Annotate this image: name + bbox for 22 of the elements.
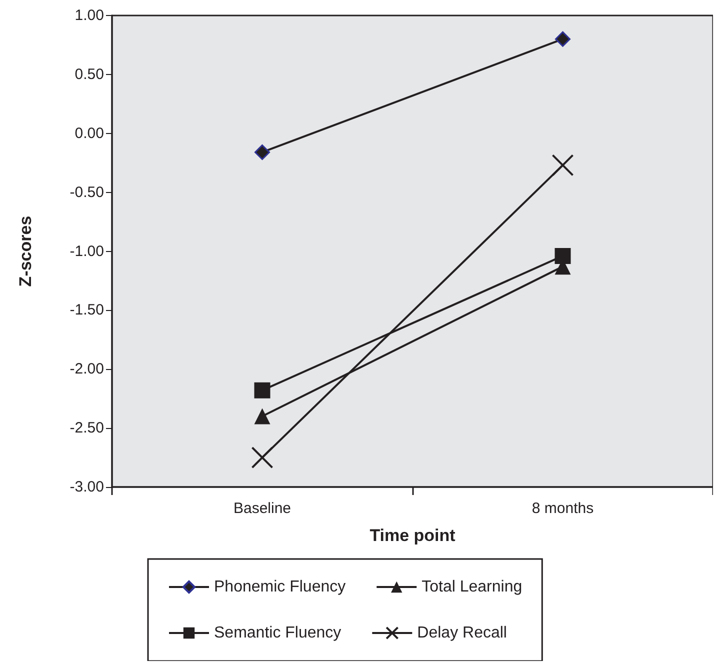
legend-label: Phonemic Fluency <box>214 578 346 596</box>
y-tick-label: -1.50 <box>70 302 104 319</box>
point <box>552 154 574 176</box>
y-tick-label: 1.00 <box>74 7 104 24</box>
y-tick-label: -2.50 <box>70 420 104 437</box>
point <box>254 382 270 398</box>
y-tick-label: 0.00 <box>74 124 104 142</box>
point <box>254 144 270 160</box>
point <box>251 446 274 469</box>
legend-label: Semantic Fluency <box>214 624 342 642</box>
y-tick-label: -0.50 <box>70 184 104 201</box>
y-tick-label: 0.50 <box>74 66 104 83</box>
point <box>555 31 570 47</box>
legend-label: Delay Recall <box>417 624 507 642</box>
x-tick-label: 8 months <box>532 500 594 517</box>
y-tick-label: -2.00 <box>70 360 104 378</box>
x-axis-title: Time point <box>370 526 456 545</box>
y-axis-title: Z-scores <box>16 216 35 287</box>
legend-label: Total Learning <box>422 578 522 596</box>
y-tick-label: -1.00 <box>70 242 104 260</box>
x-tick-label: Baseline <box>233 500 292 517</box>
y-tick-label: -3.00 <box>70 478 104 496</box>
